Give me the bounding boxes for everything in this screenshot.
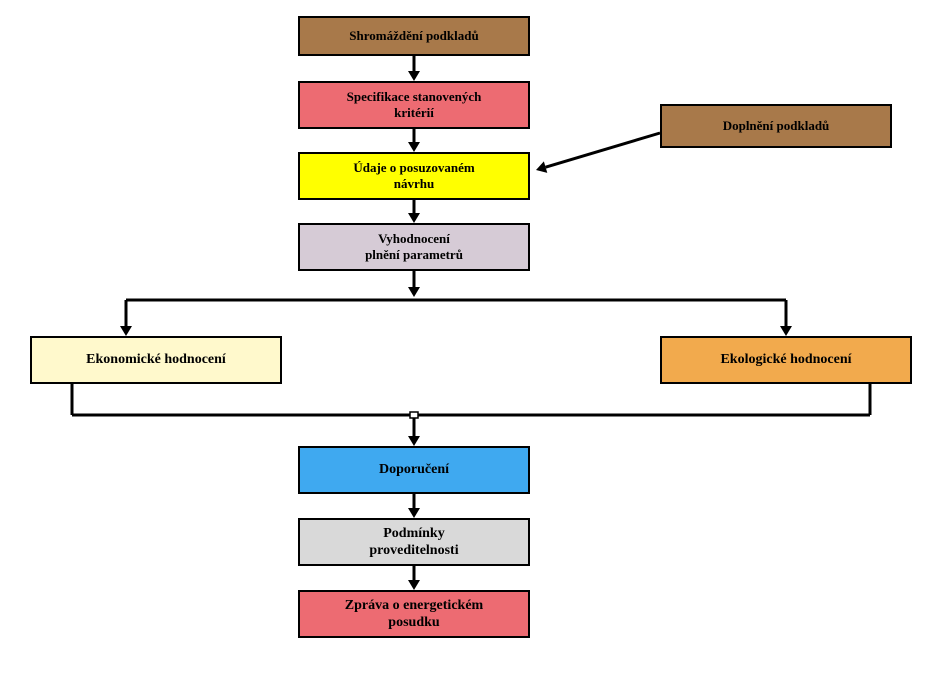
node-label: Podmínky proveditelnosti — [369, 525, 458, 560]
node-label: Ekologické hodnocení — [720, 351, 851, 369]
node-label: Vyhodnocení plnění parametrů — [365, 231, 463, 264]
node-n1: Shromáždění podkladů — [298, 16, 530, 56]
node-n4: Vyhodnocení plnění parametrů — [298, 223, 530, 271]
node-label: Údaje o posuzovaném návrhu — [353, 160, 474, 193]
node-label: Specifikace stanovených kritérií — [347, 89, 482, 122]
node-label: Doplnění podkladů — [723, 118, 830, 134]
flowchart-canvas: Shromáždění podkladů Specifikace stanoven… — [0, 0, 944, 688]
node-n6: Ekonomické hodnocení — [30, 336, 282, 384]
node-n10: Zpráva o energetickém posudku — [298, 590, 530, 638]
node-label: Shromáždění podkladů — [349, 28, 478, 44]
node-label: Zpráva o energetickém posudku — [345, 597, 483, 632]
node-n8: Doporučení — [298, 446, 530, 494]
node-n7: Ekologické hodnocení — [660, 336, 912, 384]
node-n5: Doplnění podkladů — [660, 104, 892, 148]
node-label: Doporučení — [379, 461, 449, 479]
node-label: Ekonomické hodnocení — [86, 351, 226, 369]
node-n3: Údaje o posuzovaném návrhu — [298, 152, 530, 200]
node-n2: Specifikace stanovených kritérií — [298, 81, 530, 129]
node-n9: Podmínky proveditelnosti — [298, 518, 530, 566]
